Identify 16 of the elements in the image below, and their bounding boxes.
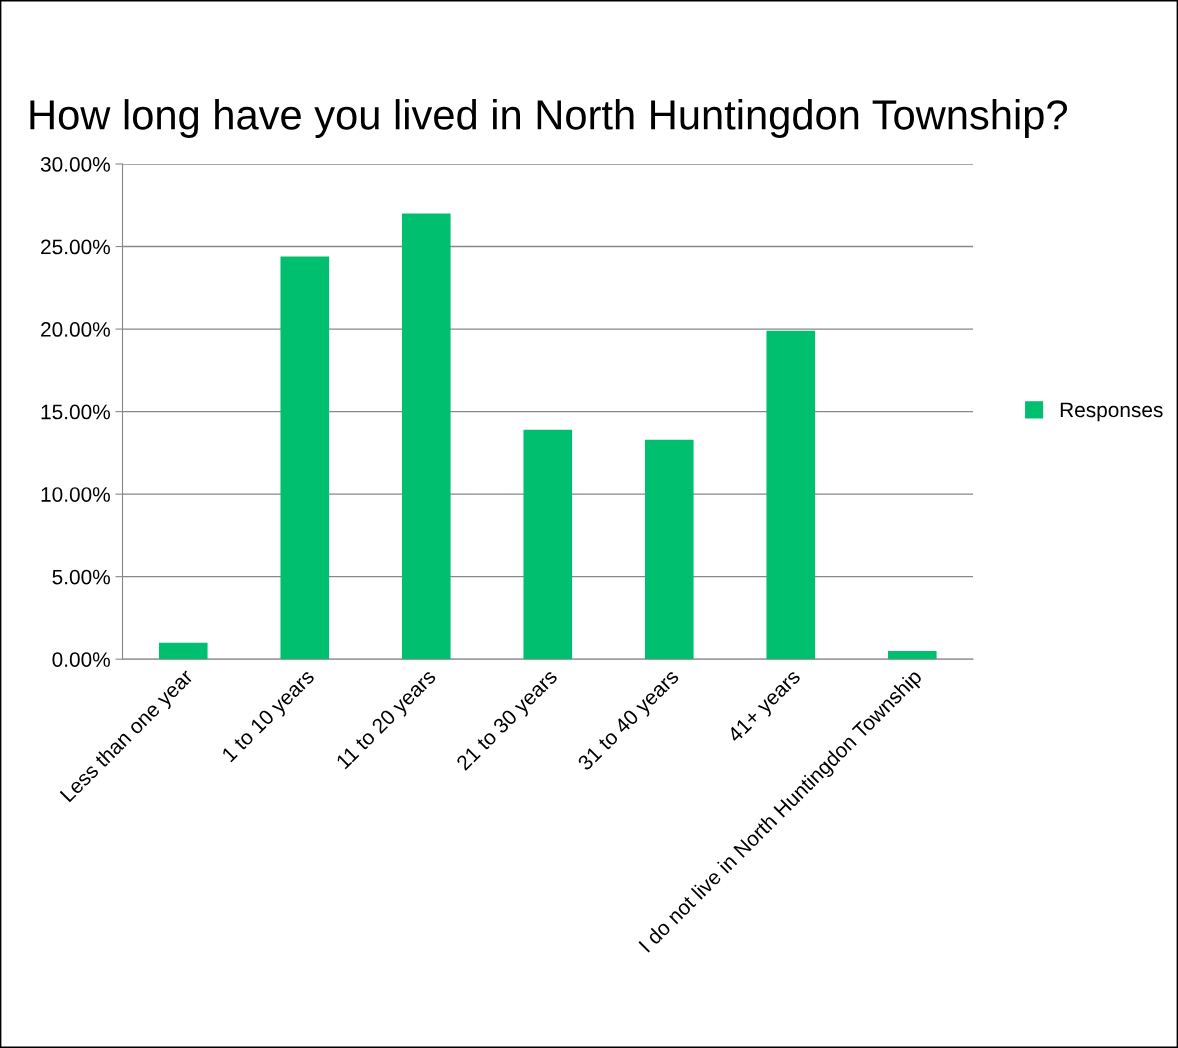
bar [158, 642, 208, 660]
legend-label: Responses [1060, 402, 1163, 422]
y-tick-label: 5.00% [52, 569, 110, 585]
y-tick-label: 25.00% [41, 239, 110, 255]
bar [644, 439, 694, 660]
y-tick-label: 10.00% [41, 487, 110, 502]
bar [401, 213, 451, 660]
bar [523, 429, 573, 660]
y-tick-label: 15.00% [41, 404, 110, 420]
chart-title: How long have you lived in North Huntingdon Township? [30, 99, 1068, 138]
bar [280, 256, 330, 660]
y-tick-label: 0.00% [52, 652, 110, 667]
y-tick-label: 20.00% [41, 322, 110, 337]
bar [766, 330, 816, 660]
bar [887, 650, 937, 660]
y-tick-label: 30.00% [40, 157, 110, 172]
